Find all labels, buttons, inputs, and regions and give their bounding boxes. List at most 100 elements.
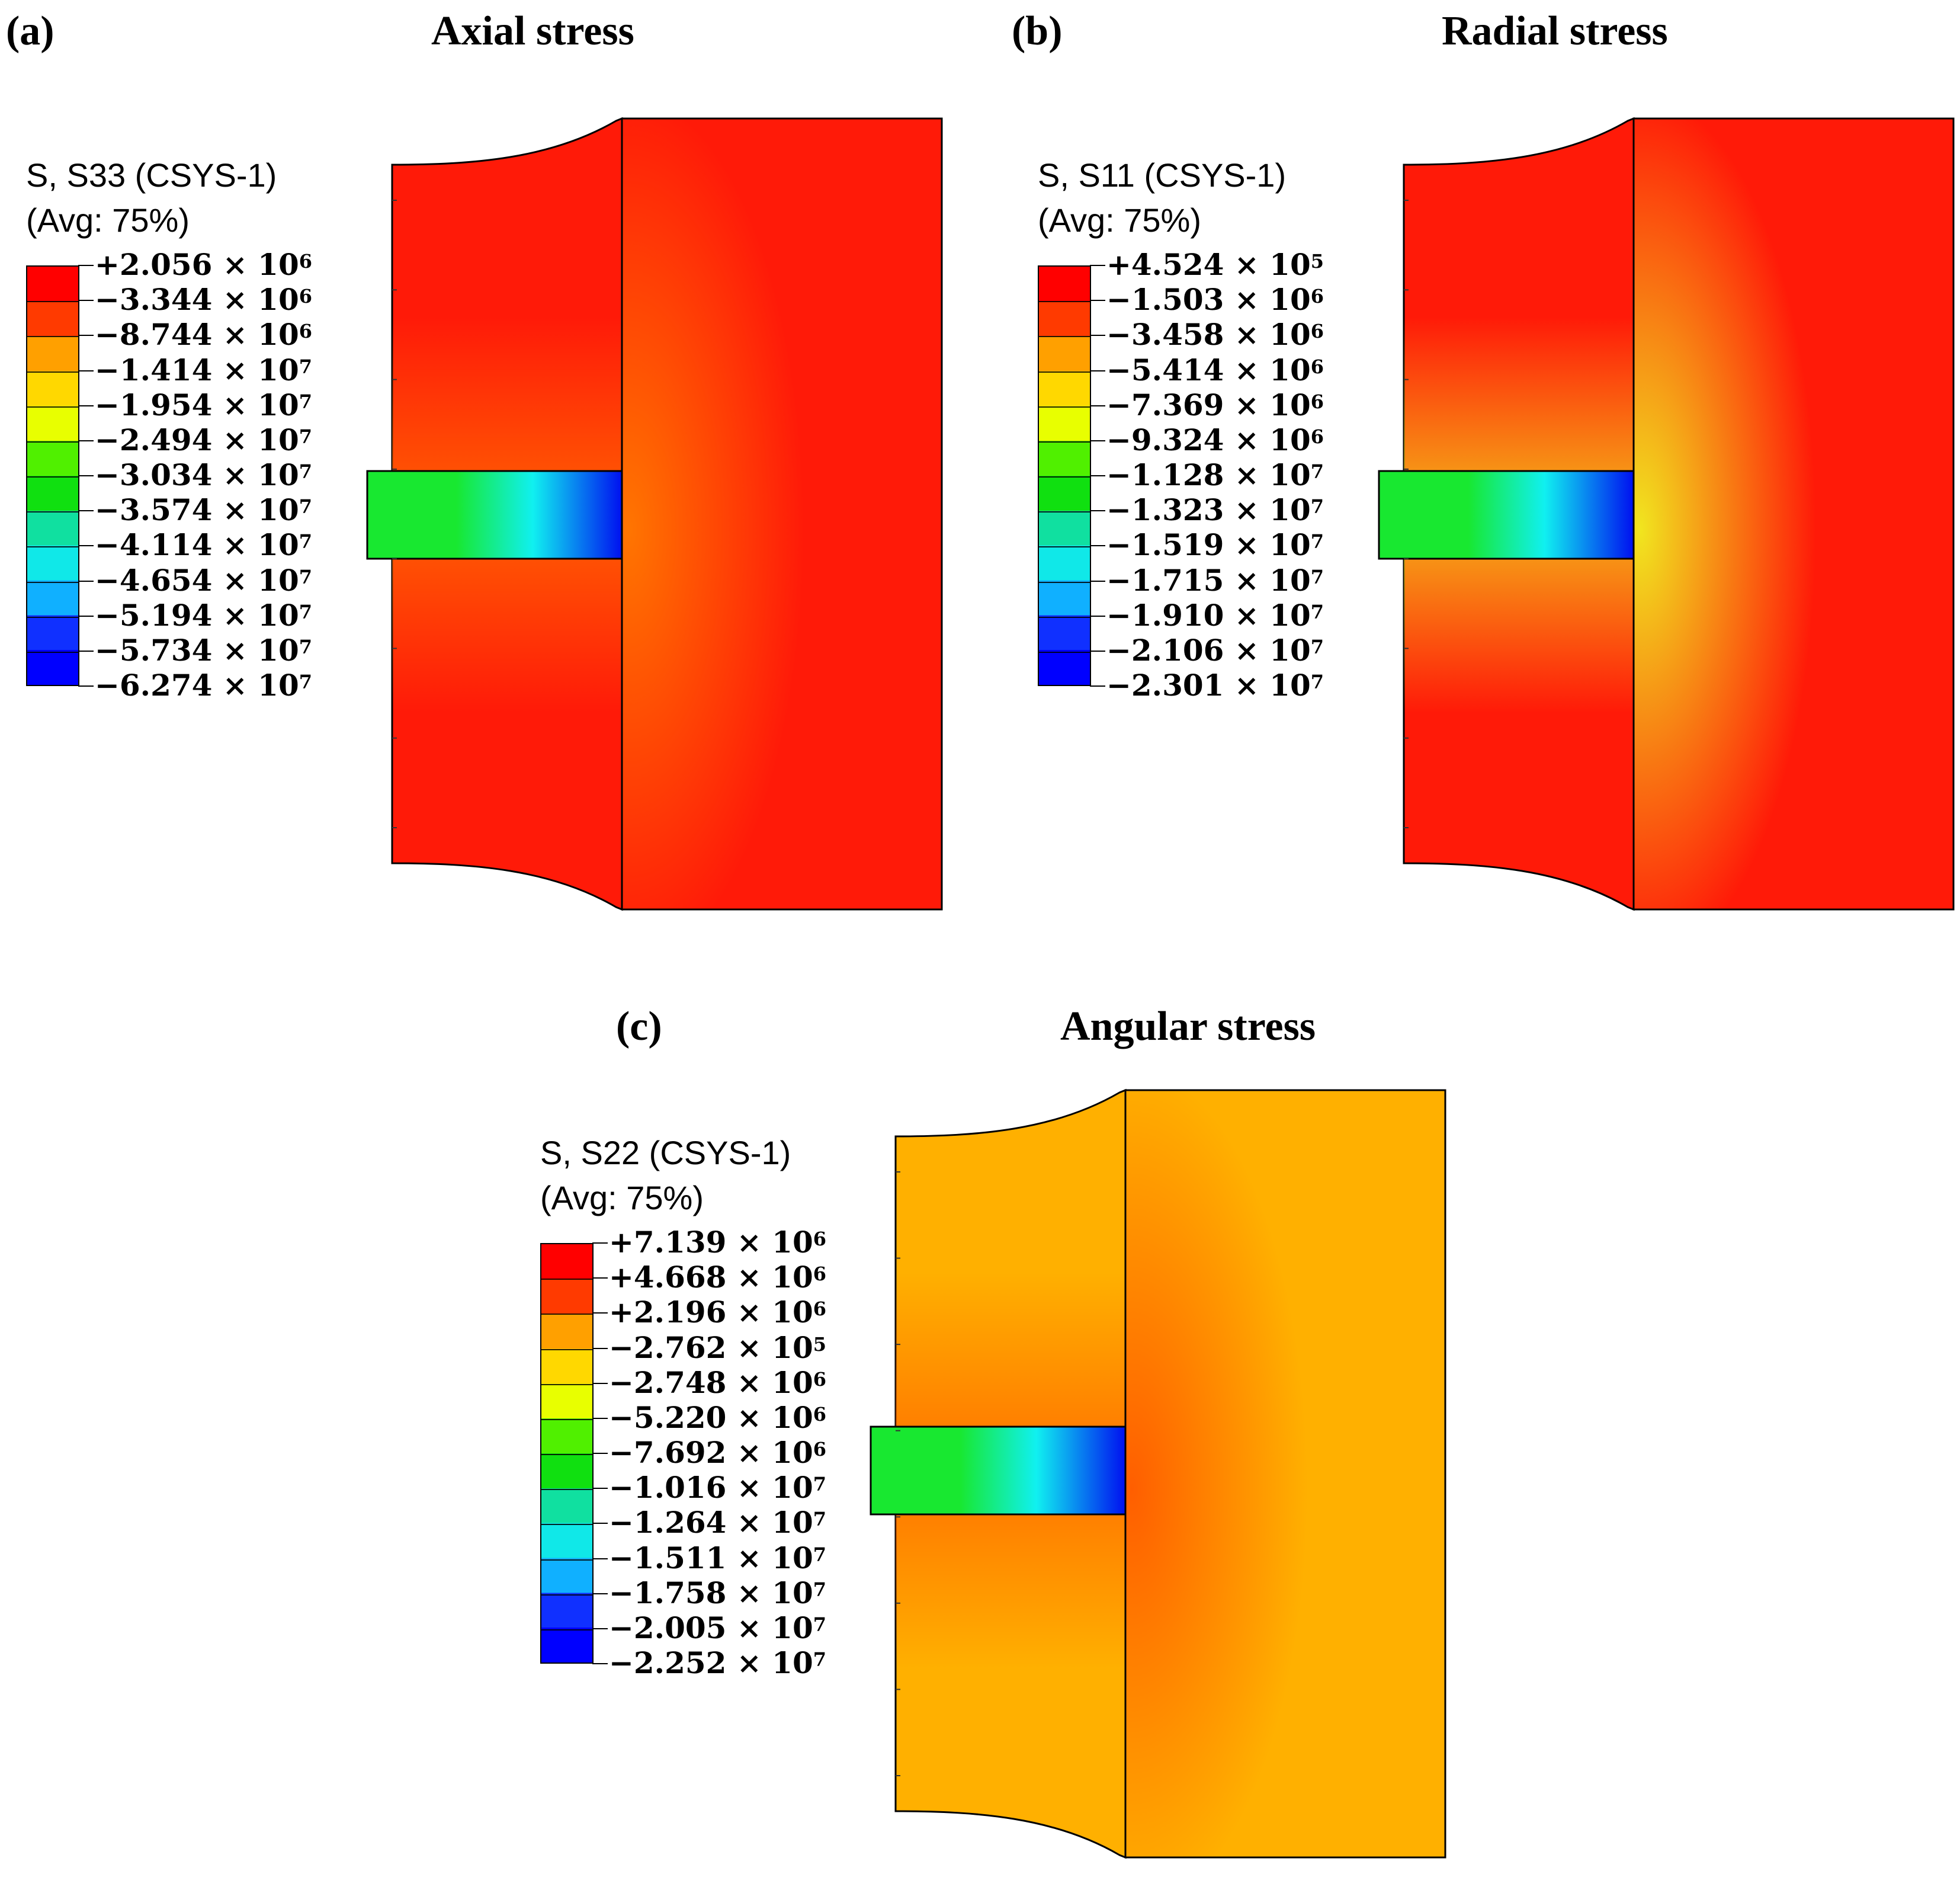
legend-band-divider [541, 1454, 592, 1455]
color-legend-bar [1038, 265, 1091, 686]
panel-axial-stress: (a) Axial stress S, S33 (CSYS-1) (Avg: 7… [0, 0, 980, 936]
legend-value: −9.324 × 106 [1106, 422, 1324, 457]
legend-value: −8.744 × 106 [95, 317, 313, 353]
insert-region [366, 470, 623, 560]
legend-value: +2.056 × 106 [95, 247, 313, 282]
legend-band-divider [541, 1524, 592, 1526]
legend-band-divider [1039, 581, 1090, 583]
legend-tick [592, 1242, 608, 1244]
legend-tick [78, 265, 94, 266]
legend-value: −1.503 × 106 [1106, 282, 1324, 318]
color-legend-bar [540, 1243, 594, 1664]
insert-region [1378, 470, 1635, 560]
stress-concentration [1125, 1090, 1445, 1857]
legend-value: −5.734 × 107 [95, 632, 313, 668]
legend-value: −5.194 × 107 [95, 597, 313, 633]
legend-tick [78, 685, 94, 687]
legend-band-divider [1039, 476, 1090, 478]
panel-title: Radial stress [1442, 8, 1668, 54]
legend-tick [592, 1593, 608, 1594]
legend-band-divider [27, 581, 78, 583]
legend-variable: S, S33 (CSYS-1) [26, 156, 277, 194]
legend-band-divider [541, 1348, 592, 1350]
fem-contour-plot [366, 117, 943, 911]
legend-value: −1.264 × 107 [609, 1505, 827, 1540]
legend-tick [1090, 405, 1105, 406]
legend-value: −4.654 × 107 [95, 562, 313, 598]
legend-tick [592, 1277, 608, 1279]
legend-tick [78, 615, 94, 617]
legend-value: −7.692 × 106 [609, 1435, 827, 1470]
legend-value: −6.274 × 107 [95, 668, 313, 703]
legend-value: −3.034 × 107 [95, 457, 313, 492]
legend-tick [78, 545, 94, 547]
legend-tick [592, 1488, 608, 1489]
legend-value: −2.005 × 107 [609, 1610, 827, 1645]
legend-value: −2.301 × 107 [1106, 668, 1324, 703]
legend-value: −2.494 × 107 [95, 422, 313, 457]
panel-letter: (a) [6, 8, 54, 54]
legend-tick [592, 1382, 608, 1384]
legend-tick [592, 1663, 608, 1664]
legend-averaging: (Avg: 75%) [1038, 201, 1201, 239]
legend-band-divider [27, 546, 78, 548]
legend-tick [592, 1523, 608, 1524]
legend-tick [592, 1347, 608, 1349]
legend-value: −1.323 × 107 [1106, 492, 1324, 528]
legend-value: −2.252 × 107 [609, 1645, 827, 1680]
legend-value: −1.715 × 107 [1106, 562, 1324, 598]
stress-concentration [1634, 118, 1953, 909]
legend-value: −3.344 × 106 [95, 282, 313, 318]
legend-band-divider [27, 336, 78, 338]
legend-value: −2.106 × 107 [1106, 632, 1324, 668]
legend-tick [78, 440, 94, 441]
legend-value: −2.748 × 106 [609, 1364, 827, 1400]
legend-value: −1.511 × 107 [609, 1540, 827, 1575]
legend-band-divider [1039, 406, 1090, 408]
legend-band-divider [1039, 301, 1090, 303]
panel-title: Axial stress [431, 8, 634, 54]
legend-tick [78, 580, 94, 582]
legend-tick [78, 370, 94, 371]
legend-variable: S, S22 (CSYS-1) [540, 1134, 791, 1171]
legend-value: +2.196 × 106 [609, 1295, 827, 1330]
legend-band-divider [27, 476, 78, 478]
legend-band-divider [1039, 546, 1090, 548]
legend-value: −5.414 × 106 [1106, 352, 1324, 387]
legend-band-divider [27, 371, 78, 373]
legend-band-divider [1039, 651, 1090, 653]
legend-band-divider [27, 301, 78, 303]
legend-value: −4.114 × 107 [95, 527, 313, 563]
legend-value: −1.954 × 107 [95, 387, 313, 422]
legend-band-divider [27, 441, 78, 443]
legend-tick [1090, 580, 1105, 582]
legend-band-divider [1039, 371, 1090, 373]
legend-value: −1.128 × 107 [1106, 457, 1324, 492]
legend-averaging: (Avg: 75%) [26, 201, 190, 239]
color-legend-bar [26, 265, 79, 686]
legend-variable: S, S11 (CSYS-1) [1038, 156, 1287, 194]
legend-band-divider [541, 1559, 592, 1561]
legend-band-divider [27, 511, 78, 513]
legend-tick [1090, 685, 1105, 687]
legend-tick [1090, 650, 1105, 652]
legend-band-divider [541, 1279, 592, 1280]
insert-region [870, 1425, 1127, 1516]
legend-band-divider [27, 616, 78, 618]
panel-letter: (b) [1012, 8, 1063, 54]
legend-tick [1090, 475, 1105, 476]
legend-tick [78, 650, 94, 652]
legend-value: −3.458 × 106 [1106, 317, 1324, 353]
fem-contour-plot [1378, 117, 1955, 911]
legend-tick [78, 335, 94, 337]
legend-value: −7.369 × 106 [1106, 387, 1324, 422]
fem-contour-plot [870, 1088, 1446, 1859]
legend-tick [1090, 615, 1105, 617]
legend-tick [1090, 300, 1105, 302]
legend-band-divider [541, 1383, 592, 1385]
legend-band-divider [541, 1594, 592, 1596]
legend-tick [78, 300, 94, 302]
legend-tick [592, 1312, 608, 1314]
legend-tick [592, 1417, 608, 1419]
legend-band-divider [541, 1629, 592, 1630]
